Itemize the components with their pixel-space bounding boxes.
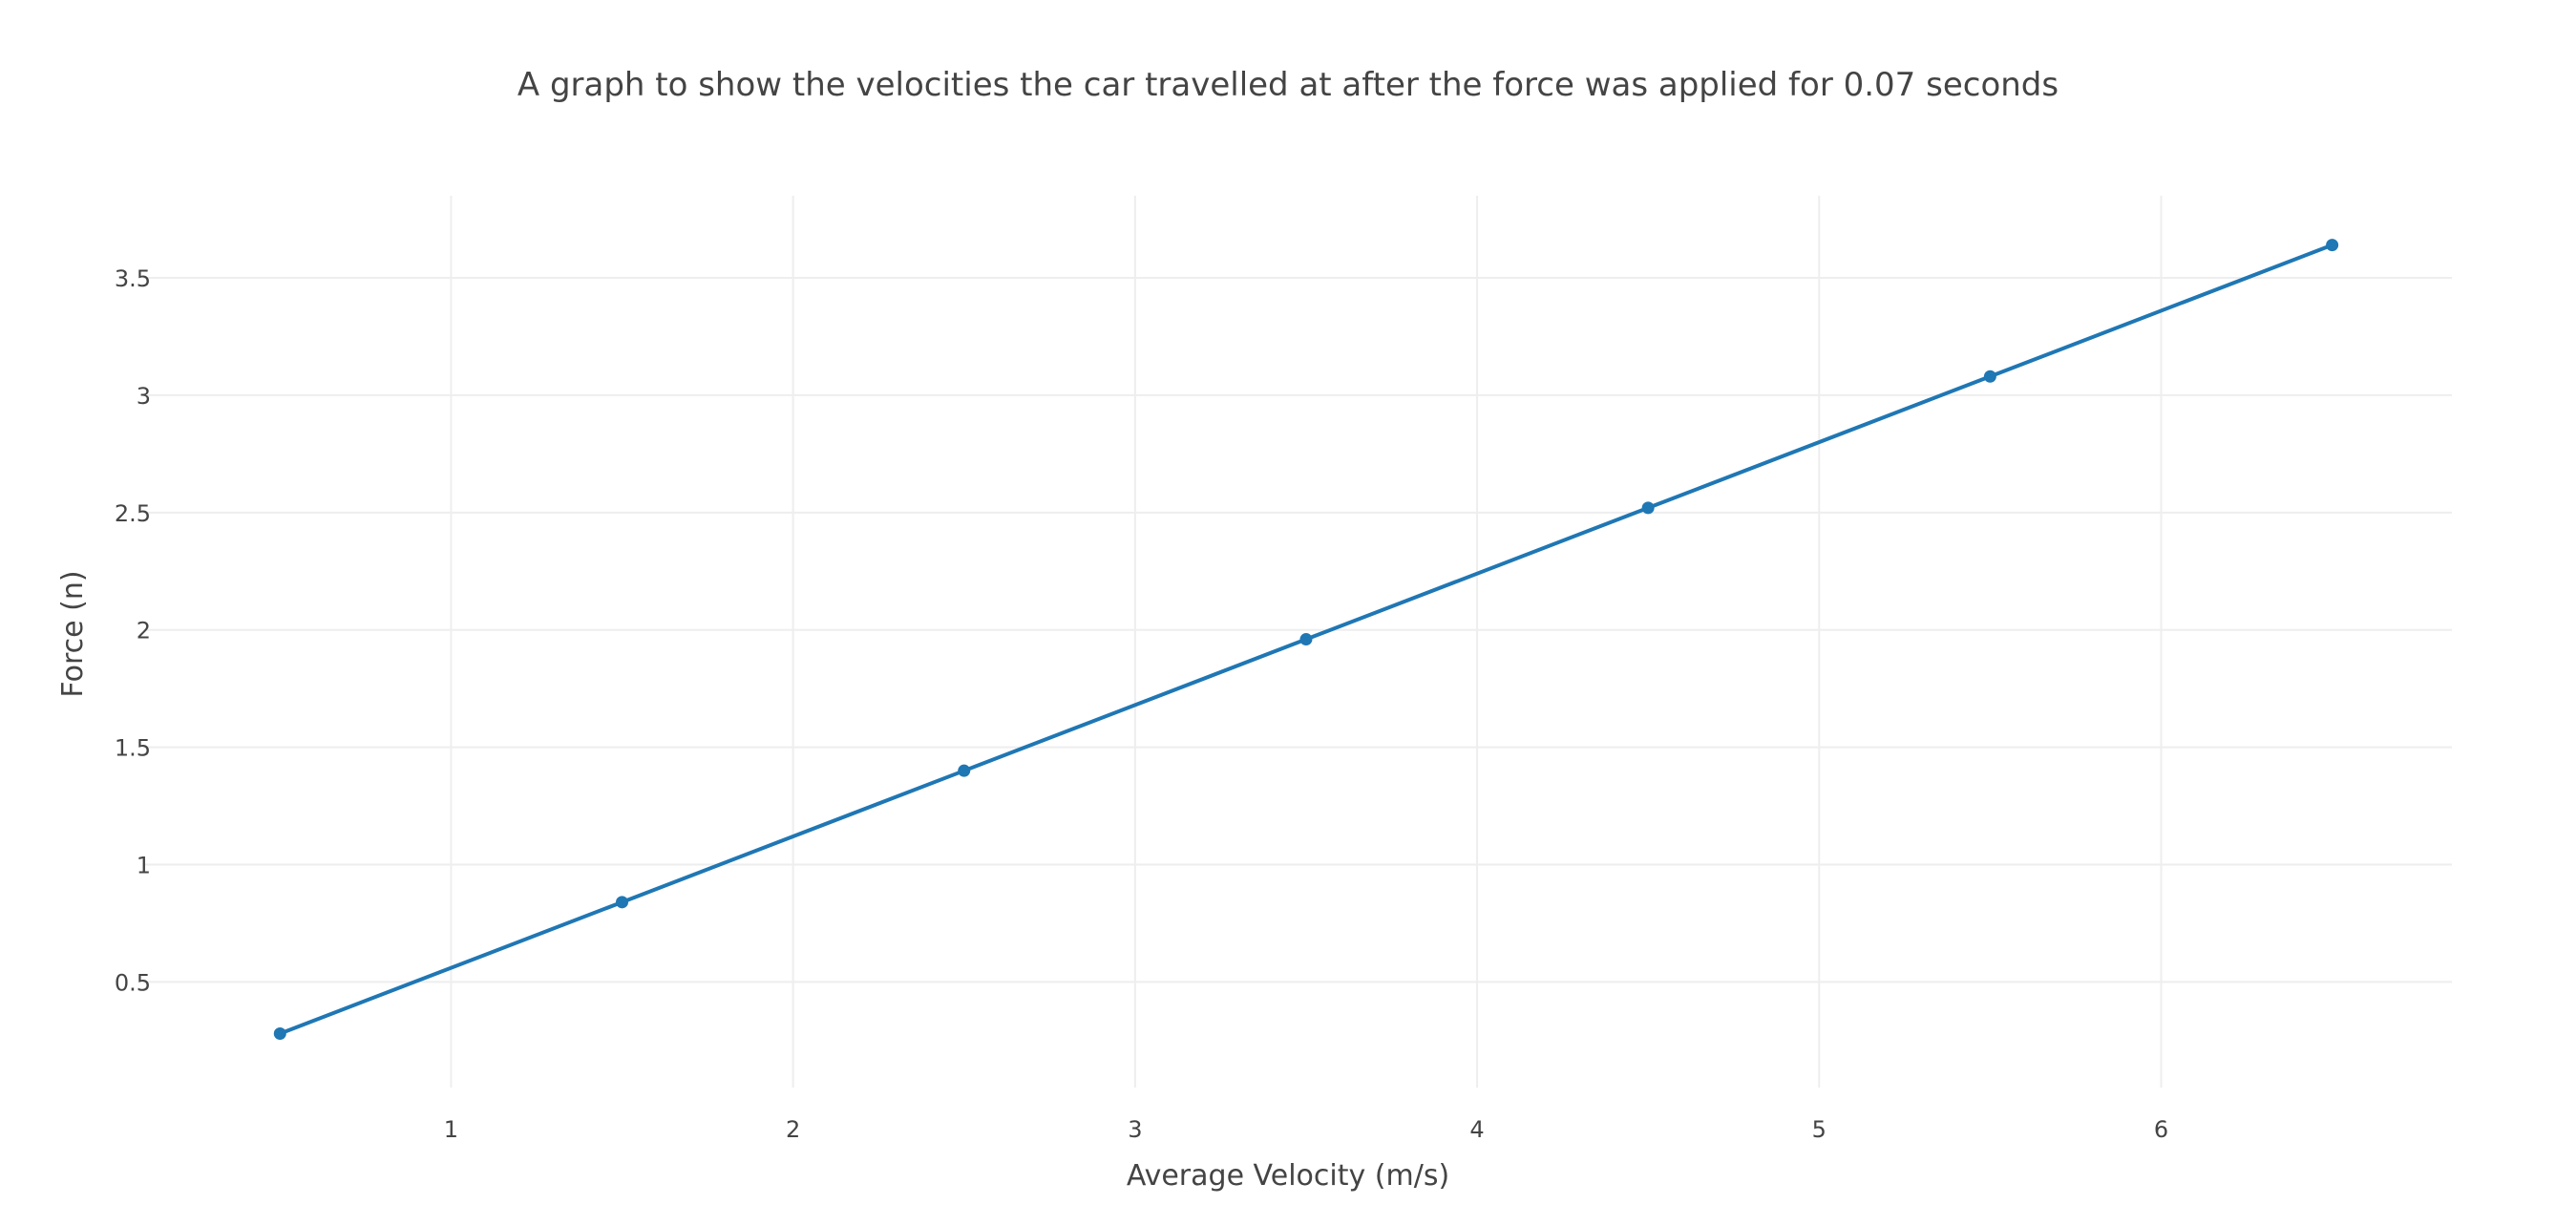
x-axis-title: Average Velocity (m/s) xyxy=(1127,1159,1449,1193)
y-tick-label: 0.5 xyxy=(115,969,151,996)
y-tick-label: 2.5 xyxy=(115,500,151,527)
y-tick-label: 3.5 xyxy=(115,265,151,292)
data-point xyxy=(616,896,629,909)
data-point xyxy=(1983,370,1996,383)
y-gridlines xyxy=(143,277,2452,983)
y-tick-label: 1.5 xyxy=(115,735,151,762)
y-tick-labels: 0.5 1 1.5 2 2.5 3 3.5 xyxy=(115,265,151,996)
x-tick-label: 5 xyxy=(1812,1116,1826,1143)
chart-title: A graph to show the velocities the car t… xyxy=(517,66,2059,104)
data-point xyxy=(1299,633,1313,646)
series-layer xyxy=(273,239,2339,1040)
x-tick-labels: 1 2 3 4 5 6 xyxy=(444,1116,2168,1143)
x-tick-label: 2 xyxy=(786,1116,800,1143)
x-tick-label: 1 xyxy=(444,1116,458,1143)
y-tick-label: 2 xyxy=(137,618,151,645)
data-point xyxy=(2326,239,2339,252)
data-point xyxy=(1641,501,1655,515)
data-point xyxy=(273,1026,286,1040)
x-gridlines xyxy=(450,196,2163,1088)
x-tick-label: 4 xyxy=(1469,1116,1484,1143)
y-tick-label: 3 xyxy=(137,383,151,410)
data-point xyxy=(958,764,971,777)
x-tick-label: 6 xyxy=(2154,1116,2168,1143)
y-axis-title: Force (n) xyxy=(56,570,90,697)
y-tick-label: 1 xyxy=(137,853,151,879)
x-tick-label: 3 xyxy=(1128,1116,1142,1143)
